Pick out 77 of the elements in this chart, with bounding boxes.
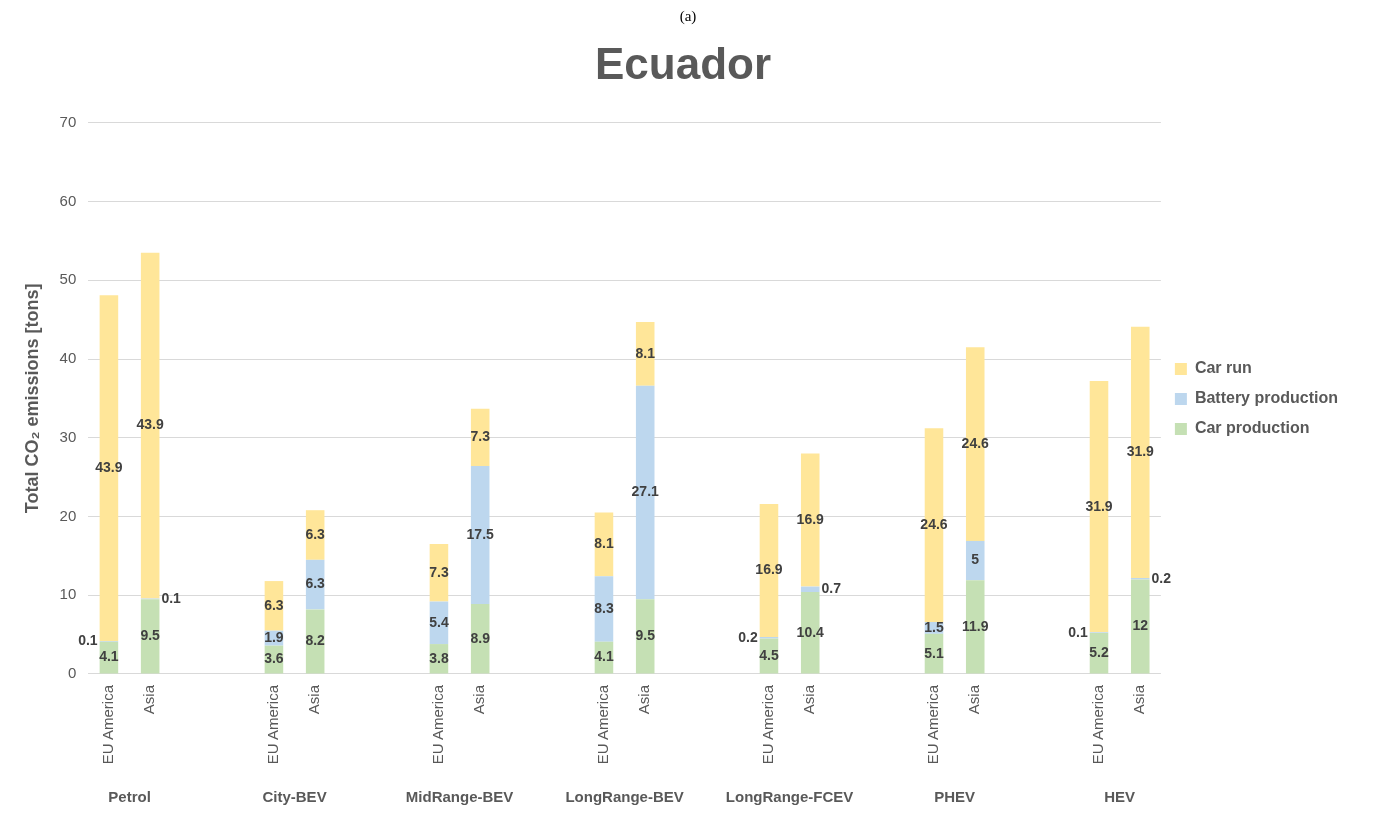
data-label: 10.4 <box>796 623 825 640</box>
data-label: 8.9 <box>470 629 491 646</box>
data-label: 24.6 <box>961 434 990 451</box>
text: PHEV <box>934 787 976 805</box>
data-label: 0.1 <box>78 632 98 649</box>
data-label: 0.7 <box>821 580 842 597</box>
x-tick-label: Asia <box>635 684 653 715</box>
y-tick-label: 20 <box>59 506 77 524</box>
data-label: 5.4 <box>429 613 449 630</box>
data-label: 9.5 <box>635 627 656 644</box>
data-label: 11.9 <box>962 617 989 634</box>
x-tick-label: EU America <box>99 684 117 765</box>
text: (a) <box>679 8 697 26</box>
text: Petrol <box>108 787 151 805</box>
y-tick-label: 50 <box>59 270 77 288</box>
x-tick-label: Asia <box>800 684 818 715</box>
x-tick-label: Asia <box>140 684 158 715</box>
data-label: 8.1 <box>635 344 656 361</box>
data-label: 4.1 <box>99 648 119 665</box>
legend-label: Car production <box>1194 419 1310 437</box>
legend-label: Battery production <box>1194 389 1339 407</box>
y-tick-label: 60 <box>59 191 77 209</box>
text: MidRange-BEV <box>405 787 514 805</box>
data-label: 1.9 <box>264 629 284 646</box>
data-label: 43.9 <box>136 416 164 433</box>
x-tick-label: EU America <box>264 684 282 765</box>
data-label: 7.3 <box>470 428 491 445</box>
data-label: 5.1 <box>924 644 944 661</box>
data-label: 31.9 <box>1085 497 1113 514</box>
text: City-BEV <box>262 787 327 805</box>
data-label: 0.1 <box>1068 623 1088 640</box>
data-label: 8.3 <box>594 599 614 616</box>
text: HEV <box>1104 787 1136 805</box>
text: LongRange-FCEV <box>725 787 854 805</box>
data-label: 12 <box>1132 617 1149 634</box>
x-tick-label: Asia <box>1130 684 1148 715</box>
data-label: 5 <box>971 551 980 568</box>
data-label: 0.2 <box>1151 569 1172 586</box>
data-label: 6.3 <box>264 596 284 613</box>
data-label: 6.3 <box>305 575 326 592</box>
y-axis-title: Total CO₂ emissions [tons] <box>21 283 42 514</box>
data-label: 0.1 <box>161 589 182 606</box>
x-tick-label: Asia <box>470 684 488 715</box>
data-label: 24.6 <box>920 516 948 533</box>
x-tick-label: EU America <box>924 684 942 765</box>
y-tick-label: 0 <box>67 664 77 682</box>
data-label: 3.6 <box>264 650 284 667</box>
data-label: 16.9 <box>796 510 825 527</box>
x-tick-label: Asia <box>305 684 323 715</box>
x-tick-label: EU America <box>429 684 447 765</box>
data-label: 6.3 <box>305 525 326 542</box>
data-label: 4.5 <box>759 646 779 663</box>
data-label: 1.5 <box>924 618 944 635</box>
data-label: 8.1 <box>594 535 614 552</box>
data-label: 4.1 <box>594 648 614 665</box>
y-tick-label: 40 <box>59 349 77 367</box>
data-label: 5.2 <box>1089 644 1109 661</box>
text: LongRange-BEV <box>565 787 684 805</box>
data-label: 9.5 <box>140 627 161 644</box>
x-tick-label: EU America <box>759 684 777 765</box>
x-tick-label: EU America <box>1089 684 1107 765</box>
y-tick-label: 30 <box>59 427 77 445</box>
data-label: 16.9 <box>755 561 783 578</box>
legend-label: Car run <box>1194 359 1252 377</box>
data-label: 27.1 <box>631 483 660 500</box>
data-label: 17.5 <box>466 525 495 542</box>
chart-title: Ecuador <box>594 38 772 88</box>
x-tick-label: EU America <box>594 684 612 765</box>
data-label: 31.9 <box>1126 443 1155 460</box>
data-label: 8.2 <box>305 632 326 649</box>
y-tick-label: 70 <box>59 112 77 130</box>
data-label: 7.3 <box>429 563 449 580</box>
x-tick-label: Asia <box>965 684 983 715</box>
data-label: 43.9 <box>95 458 123 475</box>
y-tick-label: 10 <box>59 585 77 603</box>
data-label: 3.8 <box>429 649 449 666</box>
data-label: 0.2 <box>738 628 758 645</box>
